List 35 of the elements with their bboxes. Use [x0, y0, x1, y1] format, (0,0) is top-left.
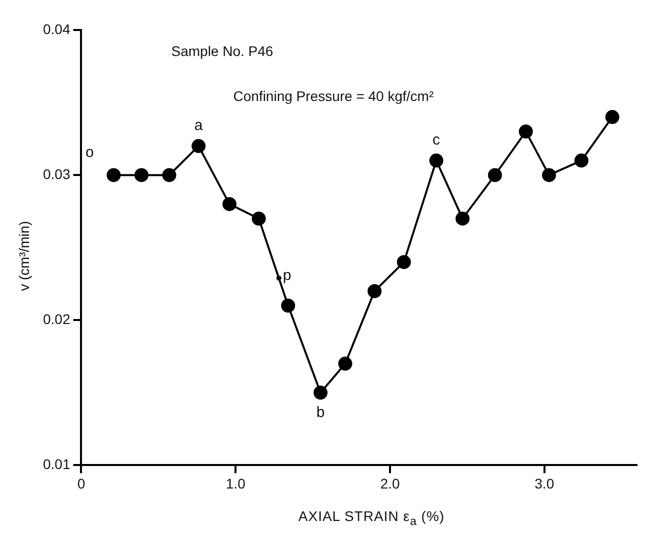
point — [518, 124, 533, 139]
point — [429, 154, 444, 168]
annotation: a — [194, 117, 204, 134]
point — [368, 284, 382, 298]
point — [162, 168, 176, 182]
x-tick-label: 2.0 — [380, 475, 400, 492]
point — [574, 154, 588, 168]
y-axis-title: v (cm³/min) — [16, 221, 32, 291]
point — [488, 168, 502, 182]
y-tick-label: 0.04 — [43, 20, 70, 37]
y-tick-label: 0.02 — [43, 310, 70, 327]
point — [605, 110, 620, 124]
point — [281, 298, 296, 313]
x-axis-title: AXIAL STRAIN ε$_{a}$ (%) — [297, 508, 446, 528]
point — [222, 197, 236, 212]
y-tick-label: 0.03 — [43, 166, 70, 182]
annotation: o — [85, 144, 94, 162]
point — [456, 212, 470, 226]
point — [134, 168, 148, 182]
point — [192, 139, 206, 154]
x-tick-label: 1.0 — [226, 475, 246, 492]
x-tick-label: 0 — [77, 475, 86, 492]
y-tick-label: 0.01 — [43, 456, 70, 472]
x-tick-label: 3.0 — [534, 475, 554, 492]
annotation: b — [316, 404, 325, 421]
point — [542, 168, 556, 182]
point — [252, 212, 266, 226]
annotation: c — [432, 132, 441, 149]
annotation: Sample No. P46 — [171, 42, 274, 59]
annotation: p — [282, 267, 292, 284]
point — [396, 255, 411, 270]
point — [106, 168, 121, 182]
point — [338, 356, 352, 371]
point — [314, 386, 328, 400]
annotation: Confining Pressure = 40 kgf/cm² — [233, 88, 434, 104]
